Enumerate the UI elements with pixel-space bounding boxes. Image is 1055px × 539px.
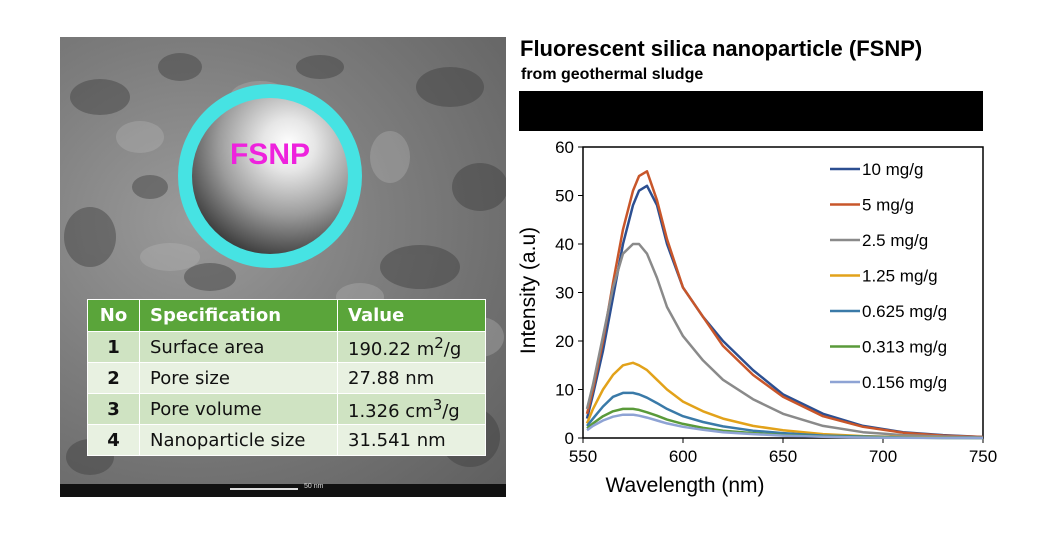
- y-tick-label: 0: [565, 429, 574, 448]
- value-unit-tail: /g: [443, 339, 462, 360]
- plot-frame: [582, 146, 984, 439]
- x-tick-label: 700: [869, 447, 897, 466]
- row-value: 1.326 cm3/g: [337, 393, 486, 425]
- header-value: Value: [337, 299, 486, 332]
- legend-label: 10 mg/g: [862, 160, 923, 179]
- y-tick-label: 30: [555, 284, 574, 303]
- table-row: 4 Nanoparticle size 31.541 nm: [87, 424, 486, 456]
- x-axis-label: Wavelength (nm): [605, 474, 764, 497]
- x-tick-label: 650: [769, 447, 797, 466]
- series-line: [585, 170, 984, 439]
- legend-label: 0.156 mg/g: [862, 373, 947, 392]
- row-specification: Nanoparticle size: [139, 424, 338, 456]
- y-tick-label: 60: [555, 138, 574, 157]
- value-text: 27.88 nm: [348, 367, 435, 389]
- nanoparticle-sphere: [192, 98, 348, 254]
- scale-bar-strip: [60, 484, 506, 497]
- header-specification: Specification: [139, 299, 338, 332]
- header-no: No: [87, 299, 140, 332]
- scale-bar: [230, 488, 298, 490]
- table-header-row: No Specification Value: [87, 299, 486, 332]
- row-number: 2: [87, 362, 140, 394]
- row-value: 31.541 nm: [337, 424, 486, 456]
- page-title: Fluorescent silica nanoparticle (FSNP): [520, 36, 923, 61]
- redaction-bar: [519, 91, 983, 131]
- y-tick-label: 10: [555, 381, 574, 400]
- value-text: 190.22 m: [348, 339, 435, 360]
- page-subtitle: from geothermal sludge: [521, 66, 704, 83]
- y-tick-label: 50: [555, 187, 574, 206]
- row-value: 190.22 m2/g: [337, 331, 486, 363]
- value-unit-tail: /g: [442, 401, 460, 422]
- value-text: 31.541 nm: [348, 429, 446, 451]
- legend-label: 0.313 mg/g: [862, 338, 947, 357]
- scale-bar-label: 50 nm: [304, 483, 324, 490]
- sphere-label: FSNP: [229, 138, 310, 171]
- row-number: 1: [87, 331, 140, 363]
- x-tick-label: 550: [569, 447, 597, 466]
- row-specification: Pore volume: [139, 393, 338, 425]
- x-tick-label: 600: [669, 447, 697, 466]
- legend-label: 2.5 mg/g: [862, 231, 928, 250]
- row-value: 27.88 nm: [337, 362, 486, 394]
- value-superscript: 2: [434, 334, 444, 352]
- row-number: 4: [87, 424, 140, 456]
- table-row: 2 Pore size 27.88 nm: [87, 362, 486, 394]
- series-line: [585, 242, 984, 439]
- y-tick-label: 40: [555, 235, 574, 254]
- legend-label: 1.25 mg/g: [862, 267, 938, 286]
- x-tick-label: 750: [969, 447, 997, 466]
- table-row: 3 Pore volume 1.326 cm3/g: [87, 393, 486, 425]
- value-superscript: 3: [432, 396, 443, 414]
- row-number: 3: [87, 393, 140, 425]
- series-line: [586, 413, 983, 440]
- value-text: 1.326 cm: [348, 401, 433, 422]
- y-axis-label: Intensity (a.u): [517, 227, 540, 354]
- specification-table: No Specification Value 1 Surface area 19…: [87, 299, 486, 456]
- micrograph-texture: [64, 53, 506, 475]
- legend-label: 5 mg/g: [862, 196, 914, 215]
- row-specification: Pore size: [139, 362, 338, 394]
- legend-label: 0.625 mg/g: [862, 302, 947, 321]
- y-tick-label: 20: [555, 332, 574, 351]
